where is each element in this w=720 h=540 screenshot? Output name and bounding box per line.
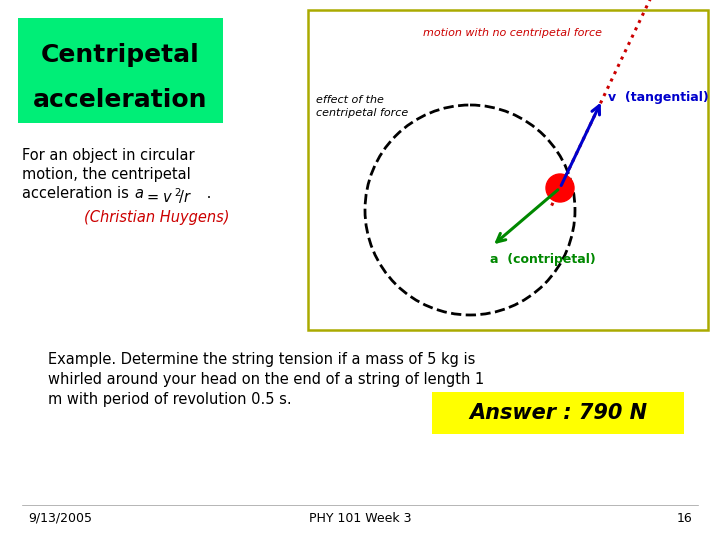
Text: (Christian Huygens): (Christian Huygens) xyxy=(84,210,230,225)
Text: Answer : 790 N: Answer : 790 N xyxy=(469,403,647,423)
Text: 16: 16 xyxy=(676,511,692,524)
Text: motion, the centripetal: motion, the centripetal xyxy=(22,167,191,182)
Text: Centripetal: Centripetal xyxy=(40,43,199,67)
Text: = $v\,^{2}\!/r$: = $v\,^{2}\!/r$ xyxy=(146,186,192,206)
Text: Example. Determine the string tension if a mass of 5 kg is: Example. Determine the string tension if… xyxy=(48,352,475,367)
Text: .: . xyxy=(202,186,212,201)
Text: 9/13/2005: 9/13/2005 xyxy=(28,511,92,524)
Text: acceleration is: acceleration is xyxy=(22,186,129,201)
Text: acceleration: acceleration xyxy=(32,88,207,112)
Text: $a$: $a$ xyxy=(134,186,144,201)
Text: whirled around your head on the end of a string of length 1: whirled around your head on the end of a… xyxy=(48,372,485,387)
FancyBboxPatch shape xyxy=(432,392,684,434)
Text: v  (tangential): v (tangential) xyxy=(608,91,708,105)
FancyBboxPatch shape xyxy=(18,18,223,123)
Text: m with period of revolution 0.5 s.: m with period of revolution 0.5 s. xyxy=(48,392,292,407)
Bar xyxy=(308,10,708,330)
Text: motion with no centripetal force: motion with no centripetal force xyxy=(423,28,602,38)
Text: PHY 101 Week 3: PHY 101 Week 3 xyxy=(309,511,411,524)
Text: effect of the
centripetal force: effect of the centripetal force xyxy=(316,95,408,118)
Text: a  (contripetal): a (contripetal) xyxy=(490,253,595,267)
Circle shape xyxy=(546,174,574,202)
Text: For an object in circular: For an object in circular xyxy=(22,148,194,163)
